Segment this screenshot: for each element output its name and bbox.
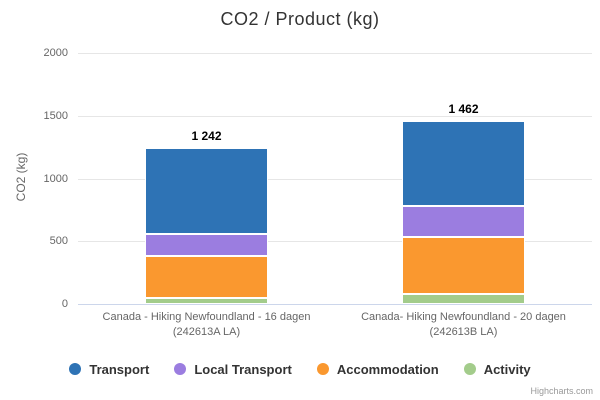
legend: Transport Local Transport Accommodation Act… — [0, 355, 600, 383]
gridline — [78, 178, 592, 180]
bar-segment-local-transport[interactable] — [145, 233, 268, 256]
chart-title: CO2 / Product (kg) — [220, 9, 380, 29]
legend-item-label: Accommodation — [336, 361, 439, 377]
gridline — [78, 241, 592, 243]
bar-segment-transport[interactable] — [145, 148, 268, 234]
stack-total-label: 1 462 — [448, 101, 479, 116]
bar-segment-activity[interactable] — [145, 298, 268, 304]
gridline — [78, 115, 592, 117]
y-axis-tick-label: 0 — [61, 298, 68, 310]
legend-marker-dot — [174, 363, 187, 375]
bar-segment-local-transport[interactable] — [402, 206, 525, 237]
y-axis-tick-label: 1000 — [43, 172, 68, 185]
legend-marker-dot — [69, 363, 82, 375]
legend-item-local-transport[interactable]: Local Transport — [174, 362, 292, 377]
legend-item-activity[interactable]: Activity — [463, 361, 531, 377]
legend-marker-dot — [316, 363, 329, 375]
stack-total-label: 1 242 — [191, 129, 222, 144]
y-axis-tick-label: 500 — [49, 235, 68, 248]
x-axis-category-label: Canada- Hiking Newfoundland - 20 dagen (2… — [361, 311, 566, 338]
legend-item-transport[interactable]: Transport — [69, 362, 149, 377]
bar-segment-accommodation[interactable] — [402, 236, 525, 294]
legend-item-label: Activity — [483, 361, 531, 377]
bar-segment-transport[interactable] — [402, 120, 525, 207]
bar-segment-activity[interactable] — [402, 293, 525, 304]
y-axis-tick-label: 1500 — [43, 109, 68, 122]
legend-item-label: Transport — [89, 361, 150, 377]
bar-segment-accommodation[interactable] — [145, 255, 268, 299]
y-axis-tick-label: 2000 — [43, 47, 68, 59]
gridline — [78, 53, 592, 54]
x-axis-category-label: Canada - Hiking Newfoundland - 16 dagen(… — [102, 311, 311, 338]
legend-item-accommodation[interactable]: Accommodation — [316, 361, 439, 377]
legend-item-label: Local Transport — [194, 361, 292, 377]
highcharts-credit-link[interactable]: Highcharts.com — [530, 386, 593, 396]
x-axis-line — [78, 304, 592, 305]
legend-marker-dot — [463, 363, 476, 375]
